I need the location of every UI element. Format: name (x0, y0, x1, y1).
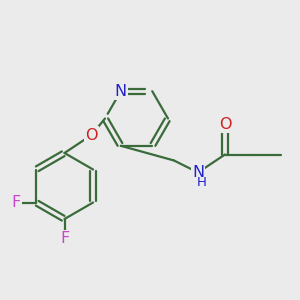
Text: H: H (197, 176, 206, 189)
Text: N: N (192, 165, 204, 180)
Text: O: O (85, 128, 98, 142)
Text: F: F (12, 195, 21, 210)
Text: O: O (219, 117, 231, 132)
Text: N: N (115, 84, 127, 99)
Text: F: F (60, 231, 69, 246)
